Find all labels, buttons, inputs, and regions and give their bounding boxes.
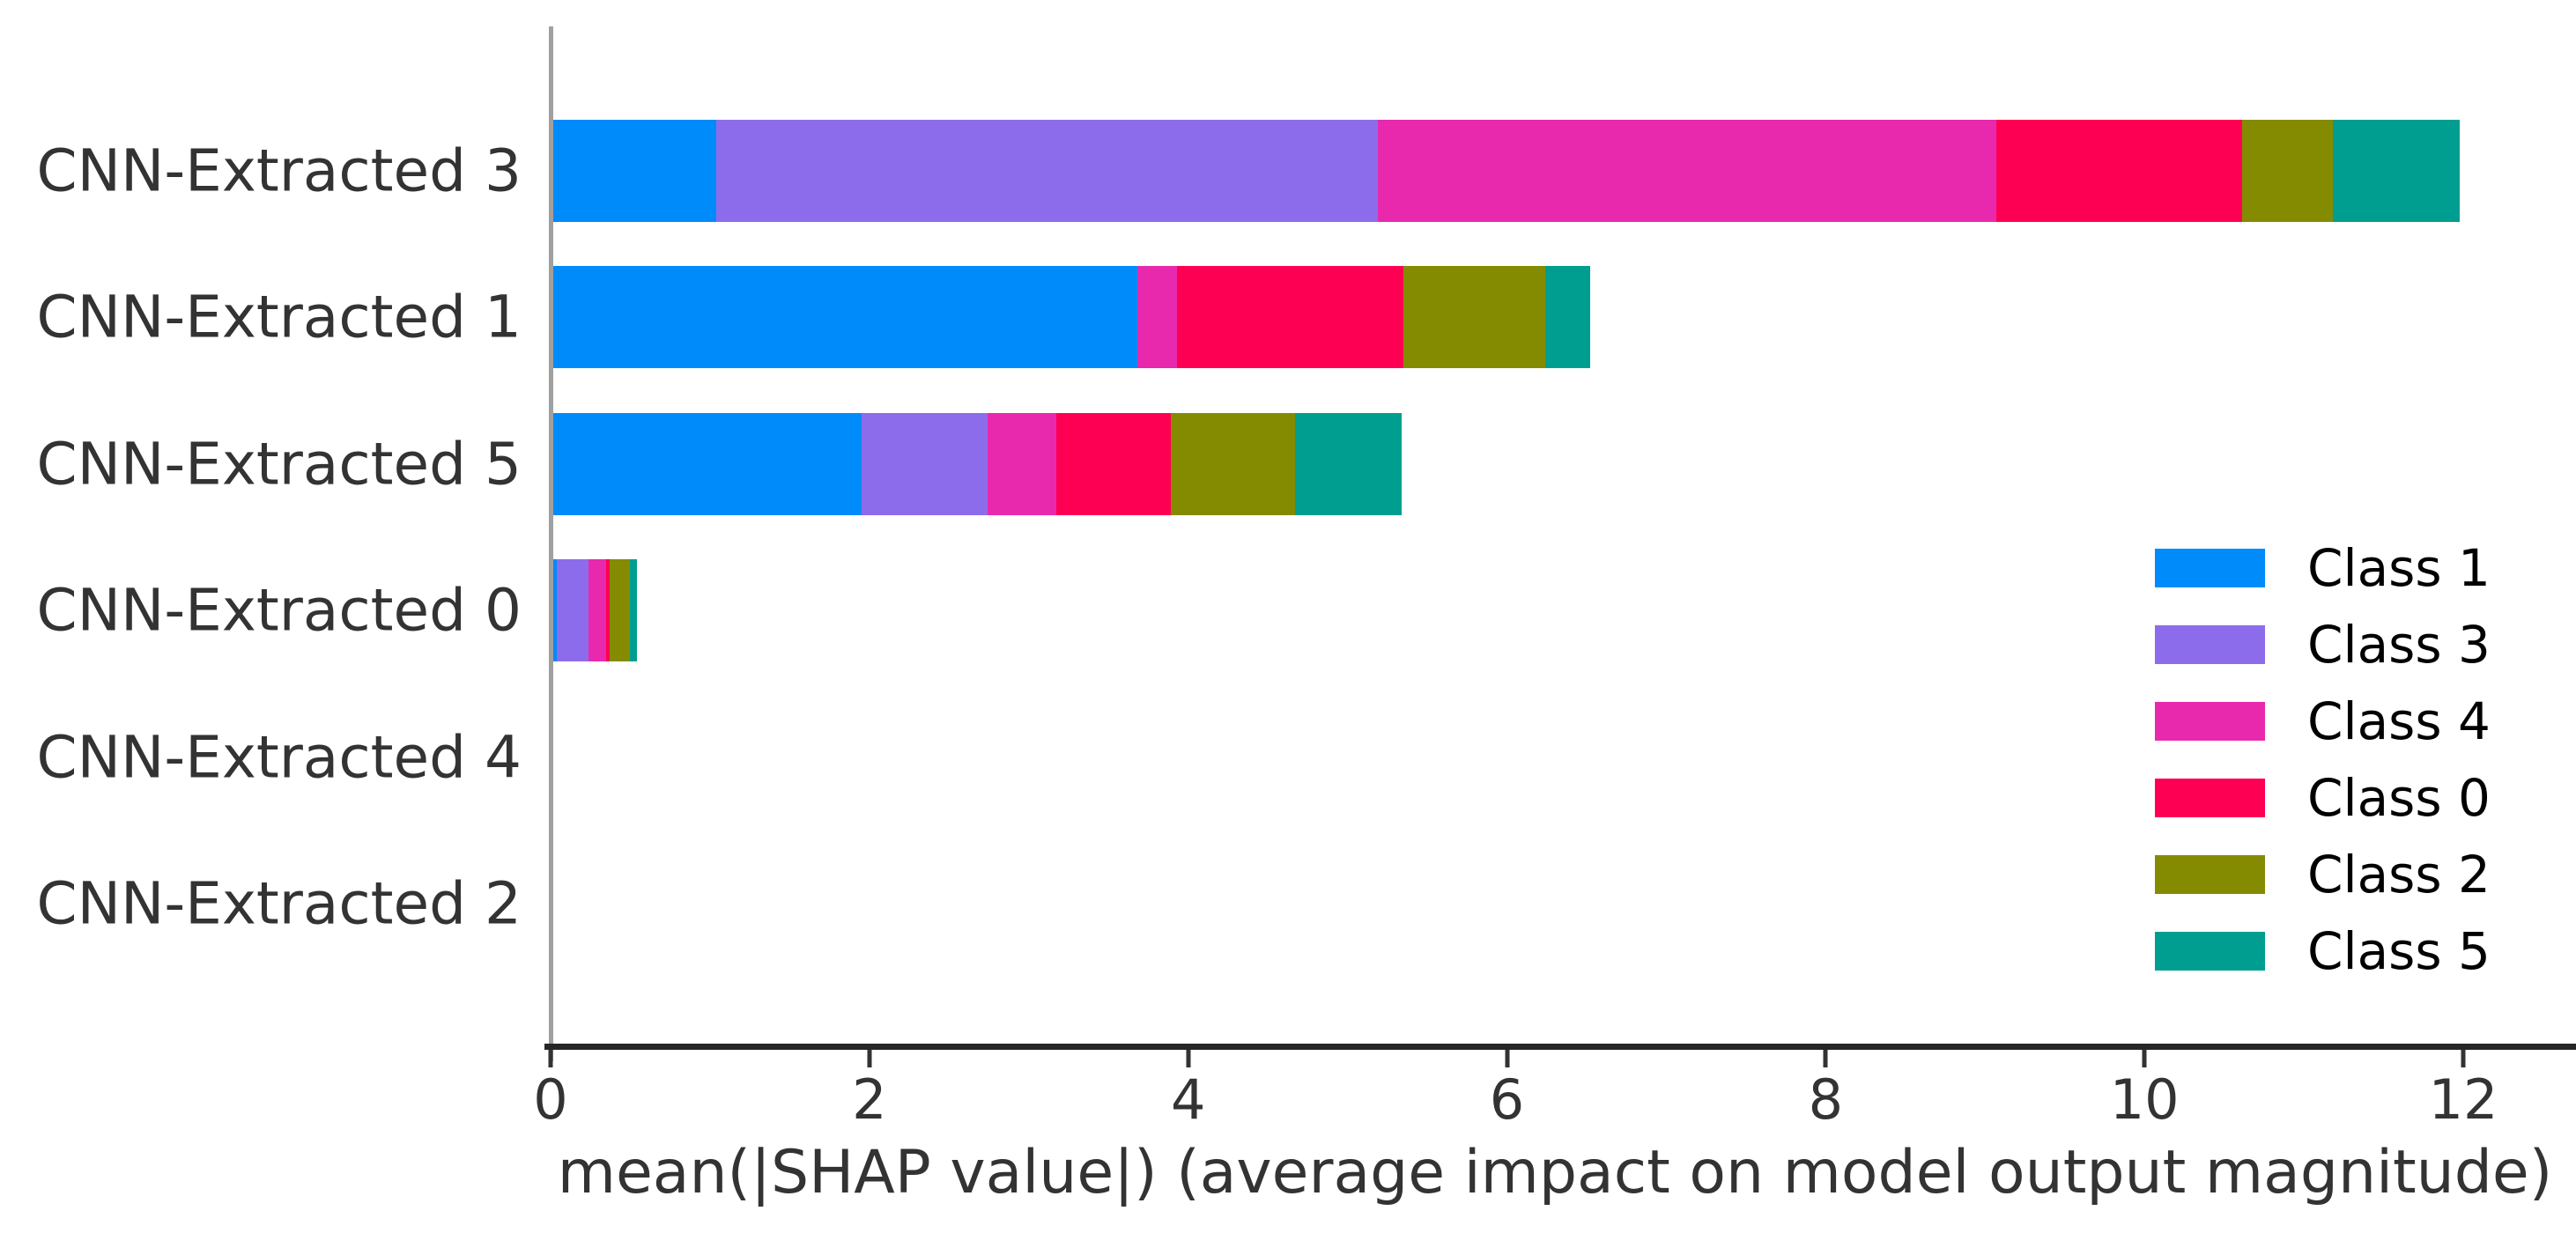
x-tick — [1186, 1050, 1191, 1067]
x-tick — [548, 1050, 553, 1067]
legend-label: Class 1 — [2307, 538, 2491, 598]
x-axis-title: mean(|SHAP value|) (average impact on mo… — [557, 1138, 2553, 1207]
y-tick-label: CNN-Extracted 4 — [36, 723, 522, 792]
bar-segment — [551, 559, 558, 661]
bar-segment — [1055, 413, 1171, 515]
y-axis-spine — [549, 26, 553, 1061]
legend-swatch — [2155, 779, 2265, 817]
legend-label: Class 2 — [2307, 845, 2491, 904]
bar-segment — [1544, 266, 1590, 368]
x-tick — [2142, 1050, 2147, 1067]
bar-segment — [551, 413, 862, 515]
bar-segment — [1294, 413, 1403, 515]
bar-segment — [551, 266, 1137, 368]
x-tick — [1505, 1050, 1510, 1067]
legend-swatch — [2155, 549, 2265, 587]
bar-segment — [551, 120, 717, 222]
bar-segment — [1170, 413, 1295, 515]
x-tick — [867, 1050, 872, 1067]
y-tick-label: CNN-Extracted 3 — [36, 137, 522, 205]
x-tick-label: 6 — [1489, 1067, 1525, 1132]
bar-segment — [1177, 266, 1403, 368]
x-tick-label: 12 — [2428, 1067, 2498, 1132]
y-tick-label: CNN-Extracted 1 — [36, 283, 522, 351]
legend-item: Class 0 — [2155, 759, 2491, 837]
legend-label: Class 4 — [2307, 691, 2491, 751]
legend-swatch — [2155, 702, 2265, 741]
y-tick-label: CNN-Extracted 2 — [36, 869, 522, 938]
bar-segment — [588, 559, 607, 661]
bar-segment — [861, 413, 988, 515]
legend-item: Class 1 — [2155, 529, 2491, 607]
legend-swatch — [2155, 855, 2265, 894]
legend-swatch — [2155, 932, 2265, 971]
bar-segment — [557, 559, 589, 661]
y-tick-label: CNN-Extracted 5 — [36, 430, 522, 498]
bar-segment — [630, 559, 637, 661]
bar-segment — [2332, 120, 2461, 222]
bar-segment — [1377, 120, 1996, 222]
legend-label: Class 0 — [2307, 768, 2491, 828]
bar-segment — [2241, 120, 2333, 222]
x-axis-line — [544, 1044, 2576, 1050]
x-tick-label: 8 — [1808, 1067, 1844, 1132]
x-tick-label: 10 — [2109, 1067, 2180, 1132]
legend-item: Class 5 — [2155, 912, 2491, 990]
bar-segment — [716, 120, 1378, 222]
x-tick-label: 0 — [533, 1067, 568, 1132]
bar-segment — [606, 559, 610, 661]
x-tick-label: 4 — [1170, 1067, 1206, 1132]
legend-item: Class 3 — [2155, 606, 2491, 683]
legend-item: Class 4 — [2155, 683, 2491, 760]
legend-label: Class 3 — [2307, 615, 2491, 675]
x-tick — [2461, 1050, 2466, 1067]
legend-item: Class 2 — [2155, 836, 2491, 913]
y-tick-label: CNN-Extracted 0 — [36, 576, 522, 645]
legend-label: Class 5 — [2307, 921, 2491, 981]
bar-segment — [609, 559, 631, 661]
bar-segment — [987, 413, 1056, 515]
bar-segment — [1995, 120, 2242, 222]
legend-swatch — [2155, 625, 2265, 664]
x-tick — [1823, 1050, 1828, 1067]
x-tick-label: 2 — [852, 1067, 887, 1132]
bar-segment — [1403, 266, 1545, 368]
bar-segment — [1136, 266, 1177, 368]
